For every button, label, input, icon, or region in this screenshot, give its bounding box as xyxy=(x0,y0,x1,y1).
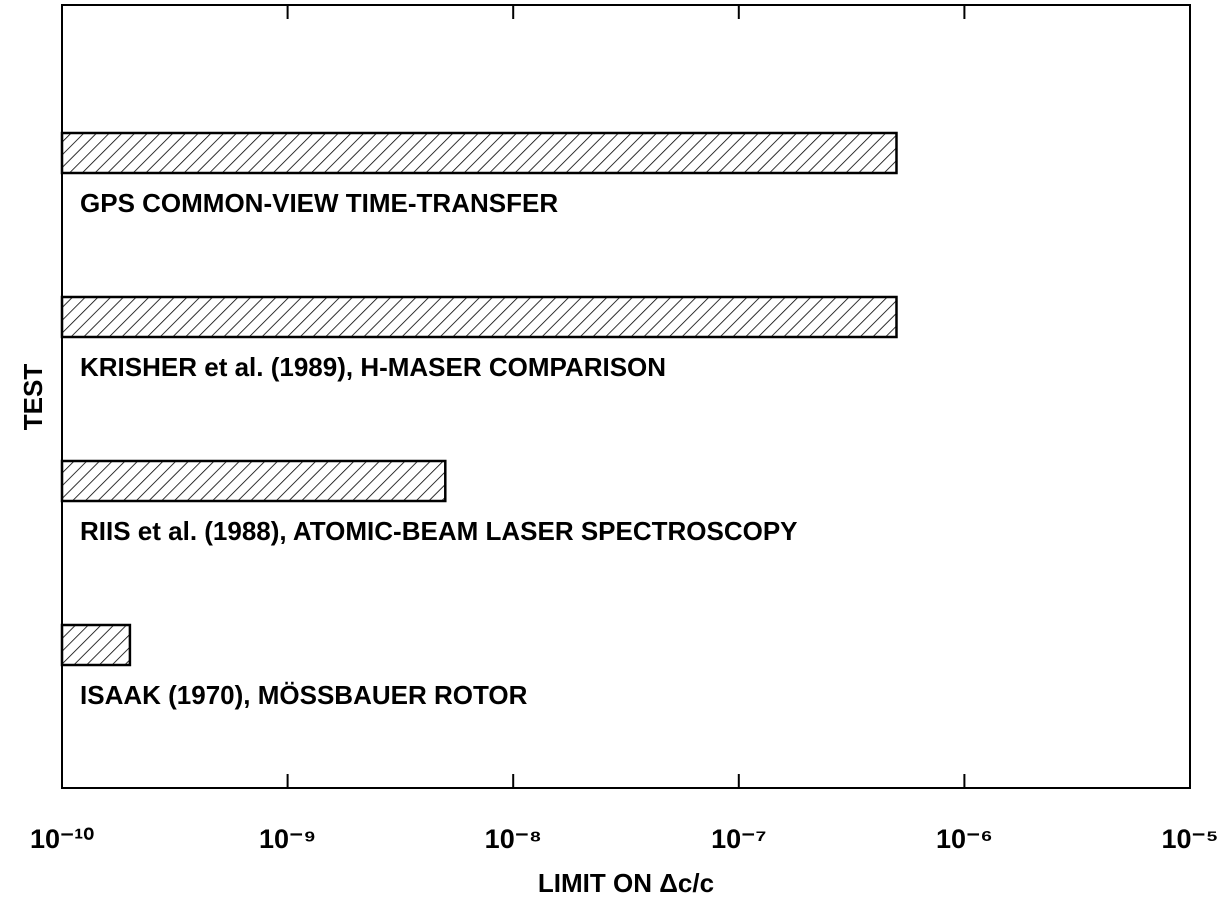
x-tick-label: 10⁻⁶ xyxy=(936,824,993,854)
bar xyxy=(60,623,132,667)
x-tick-label: 10⁻⁷ xyxy=(711,824,766,854)
bar xyxy=(60,459,447,503)
x-tick-label: 10⁻¹⁰ xyxy=(30,824,94,854)
x-tick-label: 10⁻⁸ xyxy=(485,824,542,854)
category-label: KRISHER et al. (1989), H-MASER COMPARISO… xyxy=(80,352,666,382)
x-tick-label: 10⁻⁹ xyxy=(259,824,316,854)
plot-frame xyxy=(61,4,1191,789)
y-axis-label: TEST xyxy=(18,364,48,431)
bar xyxy=(60,131,898,175)
x-axis-label: LIMIT ON Δc/c xyxy=(538,868,714,898)
bar xyxy=(60,295,898,339)
x-tick-label: 10⁻⁵ xyxy=(1162,824,1218,854)
category-label: ISAAK (1970), MÖSSBAUER ROTOR xyxy=(80,680,528,710)
category-label: RIIS et al. (1988), ATOMIC-BEAM LASER SP… xyxy=(80,516,798,546)
category-label: GPS COMMON-VIEW TIME-TRANSFER xyxy=(80,188,558,218)
